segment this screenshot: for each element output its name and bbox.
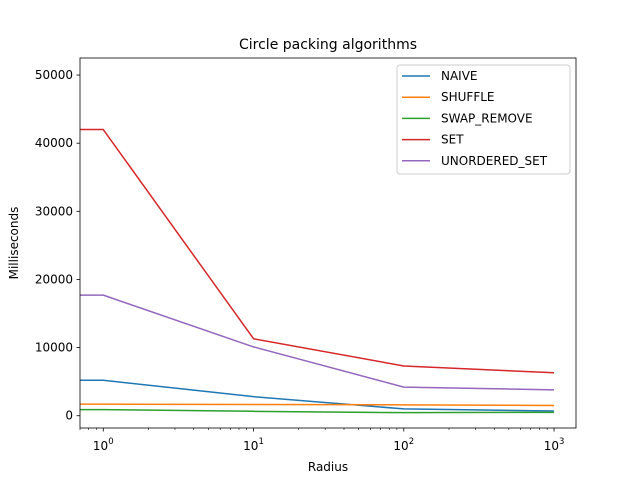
x-tick-base: 10 [93, 439, 108, 453]
x-tick-base: 10 [544, 439, 559, 453]
x-tick-exponent: 0 [108, 437, 113, 447]
y-tick-label: 0 [65, 409, 73, 423]
y-tick-label: 30000 [35, 204, 73, 218]
legend-label: SET [441, 133, 464, 147]
x-tick-exponent: 1 [258, 437, 263, 447]
x-tick-base: 10 [393, 439, 408, 453]
x-tick-exponent: 3 [559, 437, 564, 447]
axes [79, 57, 577, 429]
legend-label: SWAP_REMOVE [441, 111, 533, 125]
x-tick-base: 10 [243, 439, 258, 453]
x-tick-label: 101 [243, 437, 264, 453]
legend: NAIVE SHUFFLE SWAP_REMOVE SET UNORDERED_SET [396, 64, 571, 175]
legend-label: NAIVE [441, 69, 478, 83]
x-tick-label: 102 [393, 437, 414, 453]
x-tick-label: 100 [93, 437, 114, 453]
series-line-set [80, 128, 555, 374]
series-line-shuffle [80, 403, 555, 407]
x-tick-label: 103 [544, 437, 565, 453]
legend-label: SHUFFLE [441, 90, 495, 104]
legend-box [396, 64, 571, 175]
axes-frame [79, 57, 577, 429]
y-tick-label: 50000 [35, 68, 73, 82]
y-axis-label: Milliseconds [7, 207, 21, 280]
series-line-unordered-set [80, 294, 555, 391]
series-line-naive [80, 379, 555, 412]
legend-label: UNORDERED_SET [441, 154, 548, 168]
y-tick-label: 40000 [35, 136, 73, 150]
series-line-swap-remove [80, 408, 555, 414]
y-tick-label: 20000 [35, 272, 73, 286]
x-tick-exponent: 2 [409, 437, 414, 447]
x-axis-label: Radius [308, 460, 348, 474]
y-tick-label: 10000 [35, 341, 73, 355]
chart-title: Circle packing algorithms [239, 37, 417, 53]
plot-area [80, 128, 555, 414]
